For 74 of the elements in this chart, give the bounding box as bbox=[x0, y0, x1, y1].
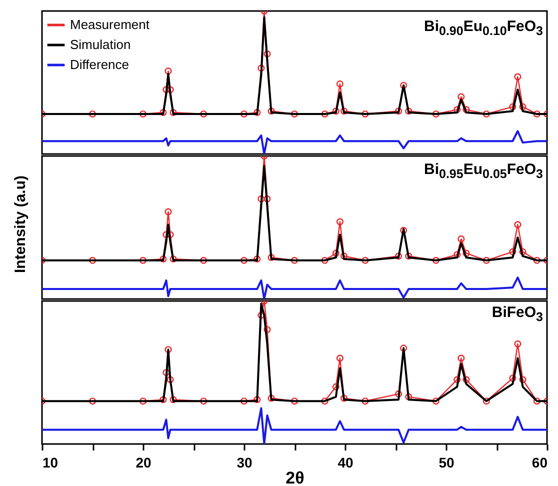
point bbox=[321, 256, 328, 264]
point bbox=[162, 86, 170, 94]
point bbox=[160, 109, 167, 116]
point bbox=[336, 80, 344, 88]
point bbox=[268, 254, 275, 262]
point bbox=[340, 252, 348, 260]
point bbox=[258, 195, 265, 202]
legend-label: Measurement bbox=[70, 17, 150, 32]
point bbox=[400, 226, 408, 234]
point bbox=[254, 109, 261, 116]
point bbox=[395, 108, 402, 115]
point bbox=[514, 221, 522, 228]
y-axis-title: Intensity (a.u) bbox=[12, 176, 29, 274]
x-tick-label: 10 bbox=[42, 454, 58, 470]
point bbox=[519, 248, 526, 256]
point bbox=[268, 108, 275, 115]
point bbox=[454, 251, 461, 258]
point bbox=[170, 255, 177, 262]
point bbox=[164, 68, 172, 75]
point bbox=[482, 256, 490, 264]
point bbox=[509, 248, 516, 256]
point bbox=[519, 103, 526, 110]
point bbox=[514, 73, 522, 80]
point bbox=[88, 110, 96, 118]
point bbox=[462, 250, 470, 257]
point bbox=[533, 256, 540, 264]
point bbox=[139, 110, 147, 118]
point bbox=[400, 82, 408, 89]
point bbox=[332, 250, 340, 257]
point bbox=[139, 256, 147, 264]
point bbox=[258, 64, 265, 72]
x-tick-label: 20 bbox=[136, 454, 152, 470]
point bbox=[454, 106, 461, 114]
point bbox=[462, 106, 470, 114]
x-axis-title: 2θ bbox=[286, 468, 304, 486]
point bbox=[533, 110, 540, 118]
x-tick-label: 40 bbox=[338, 454, 354, 470]
point bbox=[336, 218, 344, 226]
point bbox=[332, 108, 340, 115]
point bbox=[458, 235, 465, 242]
chart-title: Bi$_{0.95}$Eu$_{0.05}$FeO$_{3}$ bbox=[424, 161, 543, 181]
point bbox=[405, 108, 412, 115]
point bbox=[362, 256, 369, 264]
point bbox=[240, 256, 248, 264]
x-tick-label: 30 bbox=[236, 454, 252, 470]
point bbox=[362, 110, 369, 118]
legend-label: Difference bbox=[70, 57, 130, 72]
point bbox=[290, 110, 298, 118]
point bbox=[509, 103, 516, 110]
point bbox=[200, 110, 208, 118]
point bbox=[254, 255, 261, 262]
point bbox=[405, 252, 412, 260]
point bbox=[240, 110, 248, 118]
point bbox=[164, 208, 172, 216]
point bbox=[432, 110, 440, 118]
point bbox=[200, 256, 208, 264]
x-tick-label: 50 bbox=[438, 454, 454, 470]
chart-title: BiFeO$_{3}$ bbox=[492, 304, 543, 324]
point bbox=[264, 195, 271, 202]
point bbox=[482, 110, 490, 118]
point bbox=[160, 255, 167, 262]
point bbox=[290, 256, 298, 264]
point bbox=[395, 252, 402, 260]
point bbox=[88, 256, 96, 264]
point bbox=[264, 50, 271, 58]
point bbox=[321, 110, 328, 118]
legend-label: Simulation bbox=[70, 37, 131, 52]
point bbox=[166, 86, 174, 94]
point bbox=[170, 109, 177, 116]
point bbox=[458, 93, 465, 100]
point bbox=[340, 108, 348, 115]
text: Bi$_{0.90}$Eu$_{0.10}$FeO$_{3}$ bbox=[424, 18, 543, 38]
x-tick-label: 60 bbox=[532, 454, 548, 470]
point bbox=[432, 256, 440, 264]
